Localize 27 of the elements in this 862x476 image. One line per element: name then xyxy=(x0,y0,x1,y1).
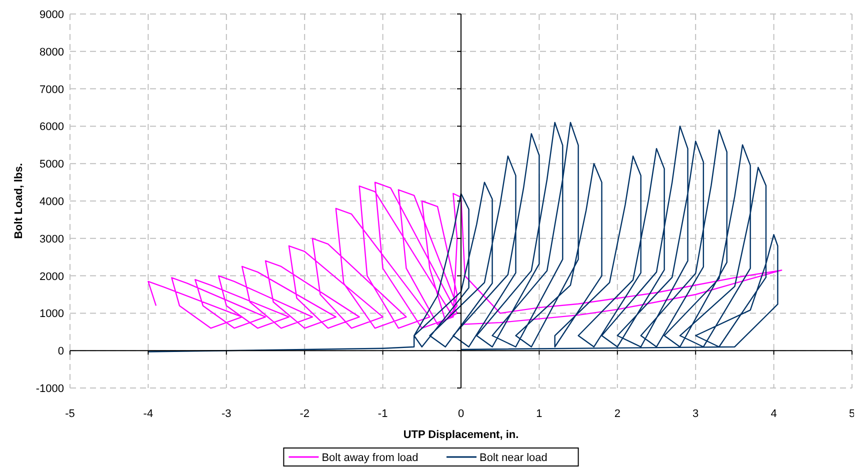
y-axis-title: Bolt Load, lbs. xyxy=(13,163,25,239)
y-tick-label: 7000 xyxy=(40,84,64,96)
x-tick-label: -4 xyxy=(143,408,154,420)
x-axis-title: UTP Displacement, in. xyxy=(403,429,519,441)
x-tick-label: 1 xyxy=(536,408,542,420)
legend-label: Bolt away from load xyxy=(322,452,418,464)
y-tick-label: 6000 xyxy=(40,121,64,134)
y-tick-label: 0 xyxy=(58,346,64,358)
x-tick-label: -1 xyxy=(378,408,388,420)
y-tick-label: 2000 xyxy=(40,270,64,283)
x-tick-label: -3 xyxy=(222,408,232,420)
y-tick-label: 3000 xyxy=(40,233,64,246)
line-series xyxy=(148,182,782,329)
y-tick-label: -1000 xyxy=(36,383,64,395)
y-tick-label: 5000 xyxy=(40,158,64,171)
legend-label: Bolt near load xyxy=(480,452,548,464)
y-tick-label: 9000 xyxy=(40,9,64,21)
x-tick-label: 0 xyxy=(458,408,464,420)
x-tick-label: -5 xyxy=(65,408,75,420)
x-tick-label: 4 xyxy=(770,408,777,420)
x-tick-label: -2 xyxy=(300,408,310,420)
line-series xyxy=(148,122,778,352)
y-tick-label: 1000 xyxy=(40,308,64,320)
y-tick-label: 8000 xyxy=(40,46,64,58)
x-tick-label: 2 xyxy=(614,408,620,420)
x-tick-label: 3 xyxy=(692,408,699,420)
y-tick-label: 4000 xyxy=(40,196,64,208)
